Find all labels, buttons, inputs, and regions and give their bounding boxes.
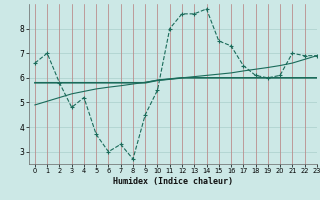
X-axis label: Humidex (Indice chaleur): Humidex (Indice chaleur): [113, 177, 233, 186]
